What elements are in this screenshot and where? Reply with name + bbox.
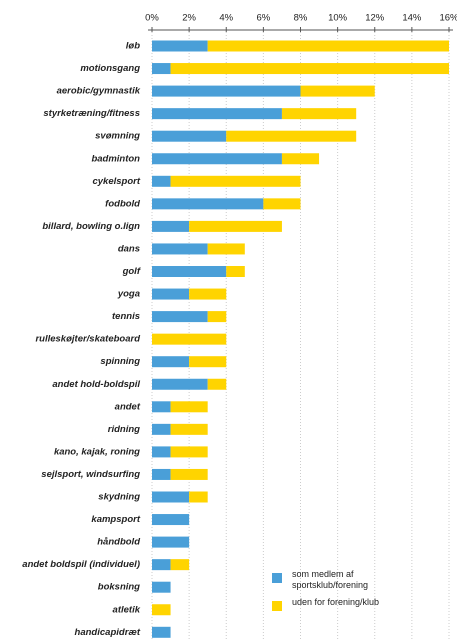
- bar-segment: [170, 468, 208, 480]
- category-label: billard, bowling o.lign: [42, 221, 140, 232]
- category-label: handicapidræt: [75, 627, 141, 638]
- legend-item: som medlem af sportsklub/forening: [292, 569, 369, 590]
- bar-segment: [152, 559, 171, 571]
- bar-segment: [170, 63, 449, 75]
- bar-segment: [207, 243, 245, 255]
- bar-segment: [152, 514, 190, 526]
- category-label: håndbold: [97, 537, 140, 548]
- x-tick-label: 16%: [439, 13, 457, 24]
- bar-segment: [152, 311, 208, 323]
- bar-segment: [152, 198, 264, 210]
- category-label: kampsport: [91, 514, 140, 525]
- category-label: ridning: [108, 424, 140, 435]
- category-label: andet boldspil (individuel): [22, 559, 140, 570]
- category-label: styrketræning/fitness: [43, 108, 140, 119]
- legend-swatch: [272, 601, 282, 611]
- bar-segment: [152, 243, 208, 255]
- category-label: golf: [122, 266, 141, 277]
- bar-segment: [152, 378, 208, 390]
- bar-segment: [152, 491, 190, 503]
- bar-segment: [281, 153, 320, 165]
- category-label: motionsgang: [80, 63, 140, 74]
- category-label: tennis: [112, 311, 140, 322]
- bar-segment: [152, 175, 171, 187]
- bar-segment: [189, 356, 227, 368]
- bar-segment: [152, 626, 171, 638]
- bar-segment: [152, 423, 171, 435]
- bar-segment: [152, 333, 227, 345]
- bar-segment: [152, 288, 190, 300]
- category-label: atletik: [113, 604, 141, 615]
- bar-segment: [152, 108, 282, 120]
- category-label: sejlsport, windsurfing: [41, 469, 140, 480]
- bar-segment: [189, 220, 282, 232]
- bar-segment: [152, 401, 171, 413]
- category-label: aerobic/gymnastik: [57, 86, 141, 97]
- bar-segment: [207, 311, 227, 323]
- category-label: rulleskøjter/skateboard: [35, 334, 140, 345]
- x-tick-label: 6%: [257, 13, 271, 24]
- bar-segment: [300, 85, 375, 97]
- x-tick-label: 2%: [182, 13, 196, 24]
- bar-segment: [226, 130, 357, 142]
- category-label: andet hold-boldspil: [52, 379, 140, 390]
- bar-segment: [152, 356, 190, 368]
- bar-segment: [152, 153, 282, 165]
- bar-segment: [170, 559, 190, 571]
- bar-segment: [189, 491, 208, 503]
- x-tick-label: 12%: [365, 13, 385, 24]
- bar-segment: [152, 536, 190, 548]
- category-label: andet: [115, 401, 141, 412]
- legend-label: uden for forening/klub: [292, 597, 380, 607]
- category-label: boksning: [98, 582, 140, 593]
- x-tick-label: 14%: [402, 13, 422, 24]
- category-label: cykelsport: [92, 176, 140, 187]
- bar-segment: [152, 604, 171, 616]
- bar-segment: [170, 401, 208, 413]
- bar-segment: [170, 175, 301, 187]
- category-label: skydning: [98, 492, 140, 503]
- category-label: yoga: [117, 289, 140, 300]
- bar-segment: [263, 198, 301, 210]
- bar-segment: [152, 468, 171, 480]
- category-label: kano, kajak, roning: [54, 446, 140, 457]
- bar-segment: [152, 130, 227, 142]
- legend-item: uden for forening/klub: [292, 597, 380, 607]
- bar-segment: [152, 63, 171, 75]
- bar-segment: [152, 446, 171, 458]
- bar-segment: [152, 581, 171, 593]
- x-tick-label: 0%: [145, 13, 159, 24]
- bar-segment: [152, 220, 190, 232]
- category-label: badminton: [91, 153, 140, 164]
- bar-segment: [152, 266, 227, 277]
- bar-segment: [281, 108, 357, 120]
- bar-segment: [152, 85, 301, 97]
- bar-segment: [170, 446, 208, 458]
- category-label: løb: [126, 41, 140, 52]
- bar-segment: [207, 378, 227, 390]
- bar-segment: [207, 40, 449, 52]
- category-label: svømning: [95, 131, 140, 142]
- category-label: dans: [118, 243, 140, 254]
- legend-swatch: [272, 573, 282, 583]
- bar-segment: [189, 288, 227, 300]
- x-tick-label: 8%: [294, 13, 308, 24]
- x-tick-label: 4%: [219, 13, 233, 24]
- category-label: spinning: [100, 356, 140, 367]
- bar-segment: [170, 423, 208, 435]
- category-label: fodbold: [105, 198, 140, 209]
- legend-label: som medlem af sportsklub/forening: [292, 569, 369, 590]
- x-tick-label: 10%: [328, 13, 348, 24]
- bar-segment: [226, 266, 245, 277]
- bar-segment: [152, 40, 208, 52]
